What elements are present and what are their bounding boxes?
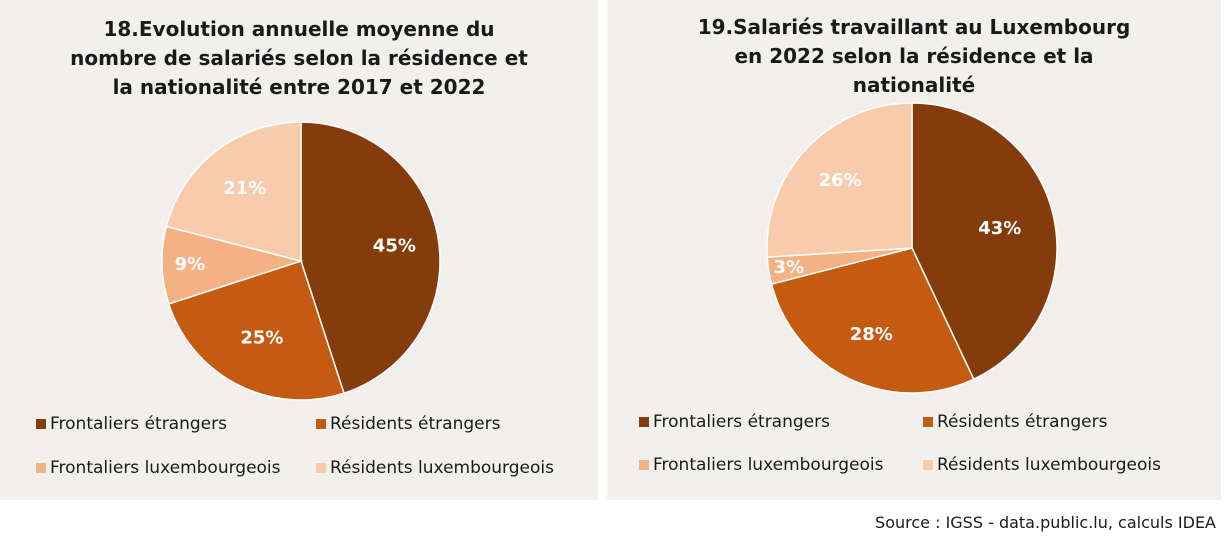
- pie-slice: [911, 102, 1058, 381]
- data-label: 21%: [223, 178, 266, 199]
- chart-title-line: en 2022 selon la résidence et la: [734, 44, 1094, 68]
- pie-chart-18: 45% 25% 9% 21%: [161, 121, 441, 401]
- chart-panel-19: 19.Salariés travaillant au Luxembourg en…: [607, 0, 1221, 500]
- pie-chart-19: 43% 28% 3% 26%: [766, 102, 1058, 394]
- chart-title: 19.Salariés travaillant au Luxembourg en…: [607, 13, 1221, 100]
- chart-title-line: nationalité: [852, 73, 976, 97]
- chart-title-line: nombre de salariés selon la résidence et: [70, 46, 528, 70]
- data-label: 28%: [850, 324, 893, 345]
- data-label: 26%: [819, 170, 862, 191]
- source-note: Source : IGSS - data.public.lu, calculs …: [875, 513, 1216, 532]
- pie-slice: [161, 225, 304, 305]
- data-label: 43%: [978, 218, 1021, 239]
- pie-slice: [766, 102, 913, 258]
- data-label: 45%: [373, 236, 416, 257]
- pie-slice: [300, 121, 441, 395]
- chart-title: 18.Evolution annuelle moyenne du nombre …: [0, 15, 598, 102]
- pie-slice: [165, 121, 302, 262]
- chart-panel-18: 18.Evolution annuelle moyenne du nombre …: [0, 0, 598, 500]
- chart-title-line: 18.Evolution annuelle moyenne du: [103, 17, 495, 41]
- pie-slice: [167, 260, 345, 401]
- data-label: 3%: [774, 257, 805, 278]
- data-label: 25%: [240, 327, 283, 348]
- pie-slice: [770, 247, 975, 394]
- data-label: 9%: [175, 254, 206, 275]
- chart-title-line: la nationalité entre 2017 et 2022: [112, 75, 486, 99]
- chart-title-line: 19.Salariés travaillant au Luxembourg: [697, 15, 1131, 39]
